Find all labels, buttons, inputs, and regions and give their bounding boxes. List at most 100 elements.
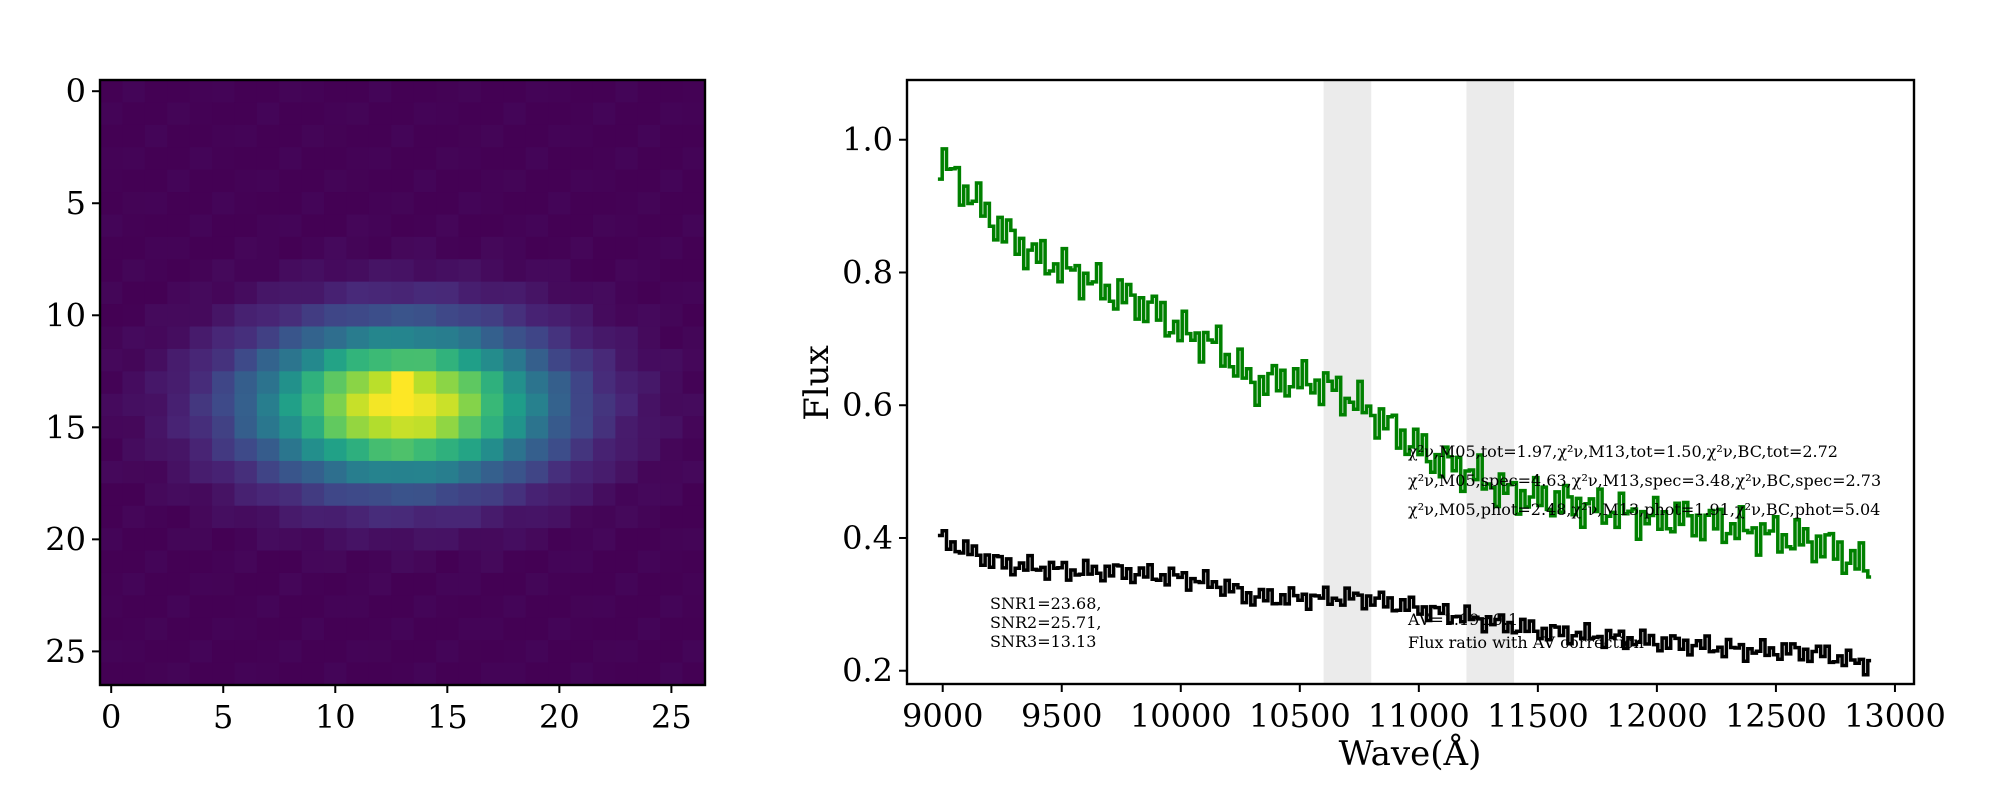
image-pixel (458, 371, 482, 395)
image-pixel (391, 595, 415, 619)
image-pixel (144, 528, 168, 552)
image-pixel (212, 416, 236, 440)
image-pixel (615, 393, 639, 417)
image-pixel (682, 393, 706, 417)
image-pixel (100, 483, 124, 507)
image-pixel (637, 550, 661, 574)
image-pixel (212, 348, 236, 372)
image-pixel (368, 147, 392, 171)
image-pixel (682, 192, 706, 216)
image-pixel (548, 460, 572, 484)
image-pixel (413, 371, 437, 395)
image-pixel (413, 662, 437, 686)
image-pixel (682, 259, 706, 283)
image-pixel (100, 617, 124, 641)
image-pixel (480, 192, 504, 216)
image-pixel (548, 595, 572, 619)
image-pixel (301, 80, 325, 104)
image-pixel (189, 147, 213, 171)
image-pixel (100, 550, 124, 574)
image-pixel (391, 102, 415, 126)
image-pixel (234, 348, 258, 372)
image-pixel (234, 528, 258, 552)
image-pixel (144, 214, 168, 238)
image-pixel (570, 640, 594, 664)
image-pixel (592, 169, 616, 193)
image-pixel (436, 214, 460, 238)
image-pixel (570, 80, 594, 104)
image-pixel (660, 236, 684, 260)
image-pixel (391, 371, 415, 395)
image-pixel (480, 640, 504, 664)
image-pixel (458, 259, 482, 283)
image-pixel (615, 147, 639, 171)
image-pixel (324, 124, 348, 148)
image-pixel (660, 550, 684, 574)
image-pixel (480, 169, 504, 193)
image-pixel (480, 393, 504, 417)
image-pixel (368, 169, 392, 193)
x-tick-label: 10500 (1249, 697, 1351, 735)
image-pixel (436, 348, 460, 372)
image-pixel (436, 572, 460, 596)
image-pixel (144, 147, 168, 171)
image-pixel (346, 147, 370, 171)
image-pixel (525, 236, 549, 260)
image-pixel (525, 617, 549, 641)
image-pixel (234, 393, 258, 417)
image-pixel (592, 102, 616, 126)
image-pixel (615, 304, 639, 328)
image-pixel (324, 617, 348, 641)
image-pixel (212, 326, 236, 350)
image-pixel (637, 595, 661, 619)
image-pixel (458, 460, 482, 484)
image-pixel (615, 640, 639, 664)
image-pixel (279, 438, 303, 462)
image-pixel (167, 483, 191, 507)
spectrum-line (937, 147, 1872, 579)
snr-line: SNR1=23.68, (990, 594, 1101, 613)
image-pixel (167, 192, 191, 216)
image-pixel (189, 550, 213, 574)
image-pixel (279, 640, 303, 664)
image-pixel (458, 505, 482, 529)
image-pixel (279, 326, 303, 350)
image-pixel (436, 236, 460, 260)
image-pixel (637, 147, 661, 171)
image-pixel (592, 147, 616, 171)
image-pixel (615, 80, 639, 104)
image-pixel (525, 192, 549, 216)
image-pixel (503, 304, 527, 328)
image-pixel (212, 214, 236, 238)
image-pixel (570, 416, 594, 440)
image-pixel (458, 416, 482, 440)
image-pixel (682, 572, 706, 596)
image-pixel (548, 617, 572, 641)
image-pixel (368, 236, 392, 260)
image-pixel (682, 147, 706, 171)
image-pixel (301, 281, 325, 305)
image-pixel (256, 572, 280, 596)
image-pixel (525, 214, 549, 238)
image-pixel (234, 640, 258, 664)
image-pixel (637, 169, 661, 193)
image-pixel (346, 326, 370, 350)
image-pixel (413, 304, 437, 328)
image-pixel (637, 214, 661, 238)
image-pixel (100, 169, 124, 193)
image-pixel (480, 662, 504, 686)
image-pixel (368, 281, 392, 305)
image-pixel (256, 617, 280, 641)
image-pixel (234, 80, 258, 104)
image-pixel (301, 505, 325, 529)
x-tick-label: 9000 (902, 697, 983, 735)
image-pixel (637, 438, 661, 462)
image-pixel (413, 393, 437, 417)
image-pixel (212, 505, 236, 529)
image-pixel (570, 662, 594, 686)
image-pixel (548, 371, 572, 395)
image-pixel (279, 80, 303, 104)
image-pixel (480, 528, 504, 552)
image-pixel (682, 102, 706, 126)
